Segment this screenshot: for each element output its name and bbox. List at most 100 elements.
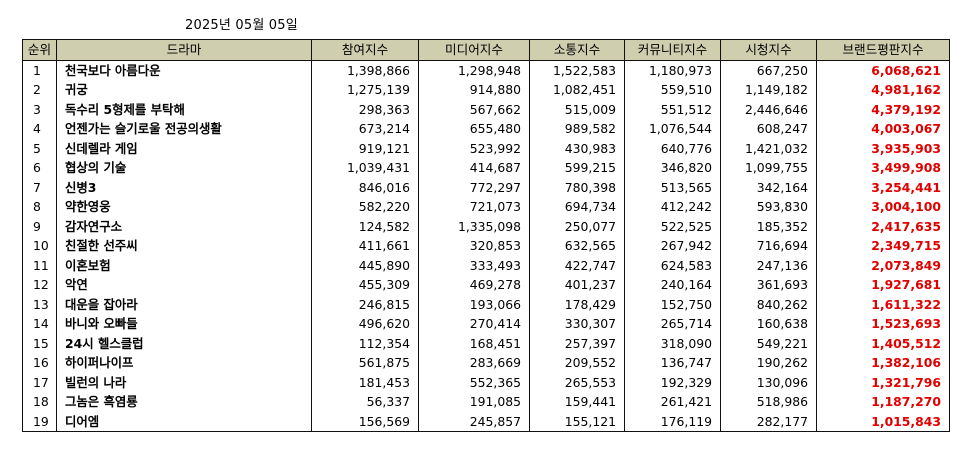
- table-row: 1 천국보다 아름다운 1,398,866 1,298,948 1,522,583 1,1…: [22, 60, 950, 80]
- brand-reputation-cell: 4,003,067: [816, 119, 950, 139]
- brand-reputation-cell: 1,927,681: [816, 275, 950, 295]
- drama-title-cell: 악연: [56, 275, 312, 295]
- table-header-row: 순위 드라마 참여지수 미디어지수 소통지수 커뮤니티지수 시청지수 브랜드평판…: [22, 39, 950, 61]
- participation-cell: 246,815: [311, 294, 419, 314]
- participation-cell: 582,220: [311, 197, 419, 217]
- media-cell: 655,480: [418, 119, 530, 139]
- community-cell: 176,119: [624, 411, 721, 432]
- community-cell: 551,512: [624, 99, 721, 119]
- table-row: 4 언젠가는 슬기로울 전공의생활 673,214 655,480 989,582 1,0…: [22, 119, 950, 139]
- communication-cell: 1,522,583: [529, 60, 625, 80]
- media-cell: 191,085: [418, 392, 530, 412]
- media-cell: 914,880: [418, 80, 530, 100]
- community-cell: 192,329: [624, 372, 721, 392]
- viewership-cell: 667,250: [720, 60, 817, 80]
- participation-cell: 181,453: [311, 372, 419, 392]
- participation-cell: 445,890: [311, 255, 419, 275]
- viewership-cell: 716,694: [720, 236, 817, 256]
- drama-title-cell: 디어엠: [56, 411, 312, 432]
- drama-title-cell: 이혼보험: [56, 255, 312, 275]
- media-cell: 721,073: [418, 197, 530, 217]
- drama-title-cell: 협상의 기술: [56, 158, 312, 178]
- communication-cell: 257,397: [529, 333, 625, 353]
- participation-cell: 298,363: [311, 99, 419, 119]
- rank-cell: 19: [22, 411, 57, 432]
- table-row: 9 감자연구소 124,582 1,335,098 250,077 522,525 185,…: [22, 216, 950, 236]
- community-cell: 267,942: [624, 236, 721, 256]
- drama-title-cell: 하이퍼나이프: [56, 353, 312, 373]
- viewership-cell: 2,446,646: [720, 99, 817, 119]
- communication-cell: 401,237: [529, 275, 625, 295]
- table-row: 13 대운을 잡아라 246,815 193,066 178,429 152,750 840…: [22, 294, 950, 314]
- drama-title-cell: 24시 헬스클럽: [56, 333, 312, 353]
- brand-reputation-cell: 1,015,843: [816, 411, 950, 432]
- drama-title-cell: 귀궁: [56, 80, 312, 100]
- viewership-cell: 130,096: [720, 372, 817, 392]
- communication-cell: 780,398: [529, 177, 625, 197]
- brand-reputation-cell: 1,523,693: [816, 314, 950, 334]
- table-row: 2 귀궁 1,275,139 914,880 1,082,451 559,510 1,149…: [22, 80, 950, 100]
- rank-cell: 10: [22, 236, 57, 256]
- viewership-cell: 518,986: [720, 392, 817, 412]
- communication-cell: 330,307: [529, 314, 625, 334]
- rank-cell: 11: [22, 255, 57, 275]
- rank-cell: 9: [22, 216, 57, 236]
- drama-title-cell: 대운을 잡아라: [56, 294, 312, 314]
- media-cell: 552,365: [418, 372, 530, 392]
- rank-cell: 16: [22, 353, 57, 373]
- participation-cell: 496,620: [311, 314, 419, 334]
- participation-cell: 411,661: [311, 236, 419, 256]
- brand-reputation-cell: 1,187,270: [816, 392, 950, 412]
- drama-title-cell: 빌런의 나라: [56, 372, 312, 392]
- community-cell: 261,421: [624, 392, 721, 412]
- communication-cell: 250,077: [529, 216, 625, 236]
- drama-title-cell: 신데렐라 게임: [56, 138, 312, 158]
- table-row: 14 바니와 오빠들 496,620 270,414 330,307 265,714 160…: [22, 314, 950, 334]
- header-participation: 참여지수: [311, 39, 419, 61]
- brand-reputation-cell: 3,004,100: [816, 197, 950, 217]
- participation-cell: 1,398,866: [311, 60, 419, 80]
- brand-reputation-cell: 1,321,796: [816, 372, 950, 392]
- brand-reputation-cell: 3,254,441: [816, 177, 950, 197]
- table-row: 8 약한영웅 582,220 721,073 694,734 412,242 593,830…: [22, 197, 950, 217]
- participation-cell: 112,354: [311, 333, 419, 353]
- rank-cell: 4: [22, 119, 57, 139]
- brand-reputation-cell: 2,417,635: [816, 216, 950, 236]
- viewership-cell: 840,262: [720, 294, 817, 314]
- drama-title-cell: 독수리 5형제를 부탁해: [56, 99, 312, 119]
- rank-cell: 18: [22, 392, 57, 412]
- table-row: 10 친절한 선주씨 411,661 320,853 632,565 267,942 716…: [22, 236, 950, 256]
- viewership-cell: 361,693: [720, 275, 817, 295]
- brand-reputation-cell: 6,068,621: [816, 60, 950, 80]
- viewership-cell: 185,352: [720, 216, 817, 236]
- participation-cell: 56,337: [311, 392, 419, 412]
- media-cell: 567,662: [418, 99, 530, 119]
- brand-reputation-cell: 1,382,106: [816, 353, 950, 373]
- rank-cell: 17: [22, 372, 57, 392]
- table-row: 5 신데렐라 게임 919,121 523,992 430,983 640,776 1,42…: [22, 138, 950, 158]
- viewership-cell: 160,638: [720, 314, 817, 334]
- rank-cell: 5: [22, 138, 57, 158]
- rank-cell: 6: [22, 158, 57, 178]
- participation-cell: 919,121: [311, 138, 419, 158]
- community-cell: 1,076,544: [624, 119, 721, 139]
- communication-cell: 599,215: [529, 158, 625, 178]
- media-cell: 772,297: [418, 177, 530, 197]
- rank-cell: 2: [22, 80, 57, 100]
- participation-cell: 1,039,431: [311, 158, 419, 178]
- drama-title-cell: 천국보다 아름다운: [56, 60, 312, 80]
- communication-cell: 989,582: [529, 119, 625, 139]
- table-row: 19 디어엠 156,569 245,857 155,121 176,119 282,177…: [22, 411, 950, 432]
- community-cell: 136,747: [624, 353, 721, 373]
- table-row: 6 협상의 기술 1,039,431 414,687 599,215 346,820 1,0…: [22, 158, 950, 178]
- community-cell: 346,820: [624, 158, 721, 178]
- viewership-cell: 549,221: [720, 333, 817, 353]
- participation-cell: 156,569: [311, 411, 419, 432]
- table-row: 16 하이퍼나이프 561,875 283,669 209,552 136,747 190,…: [22, 353, 950, 373]
- table-row: 7 신병3 846,016 772,297 780,398 513,565 342,164 3…: [22, 177, 950, 197]
- participation-cell: 455,309: [311, 275, 419, 295]
- header-media: 미디어지수: [418, 39, 530, 61]
- brand-reputation-cell: 3,499,908: [816, 158, 950, 178]
- viewership-cell: 247,136: [720, 255, 817, 275]
- report-date: 2025년 05월 05일: [185, 18, 298, 33]
